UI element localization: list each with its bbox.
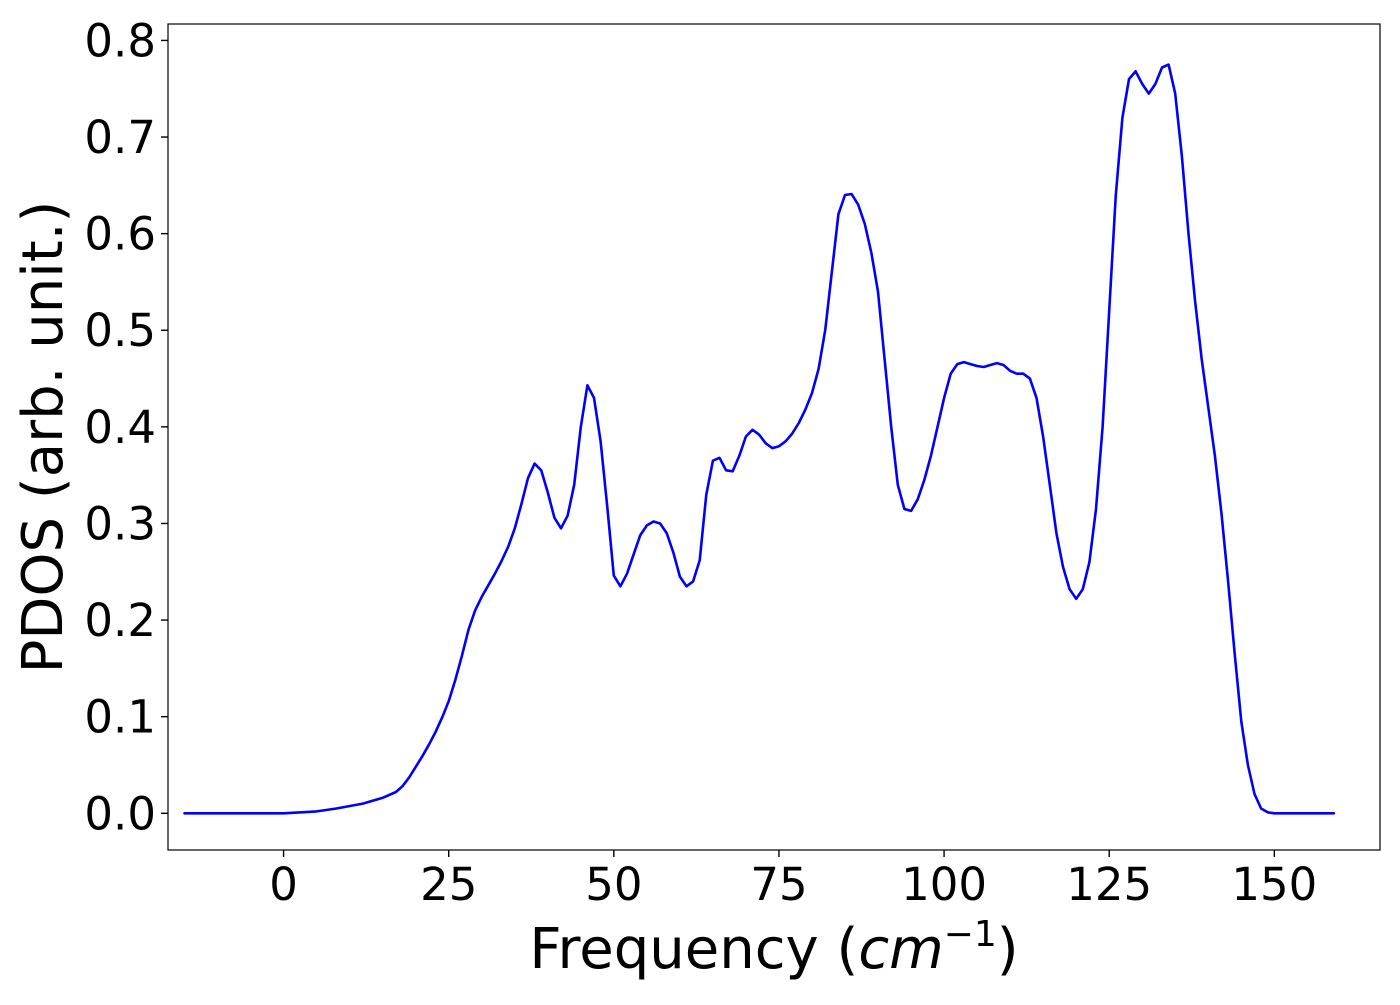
y-axis-label: PDOS (arb. unit.) <box>11 201 76 674</box>
y-tick-label: 0.1 <box>84 691 156 744</box>
plot-frame <box>167 23 1381 851</box>
x-tick-label: 0 <box>269 858 298 911</box>
x-axis-label: Frequency (cm−1) <box>529 914 1018 982</box>
y-tick-label: 0.7 <box>84 111 156 164</box>
y-tick-label: 0.3 <box>84 497 156 550</box>
x-tick-label: 50 <box>585 858 642 911</box>
x-tick-label: 25 <box>420 858 477 911</box>
x-axis-ticks: 0 25 50 75 100 125 150 <box>269 850 1317 911</box>
x-tick-label: 100 <box>901 858 987 911</box>
y-tick-label: 0.4 <box>84 401 156 454</box>
y-axis-ticks: 0.0 0.1 0.2 0.3 0.4 0.5 0.6 0.7 0.8 <box>84 14 168 840</box>
x-tick-label: 150 <box>1231 858 1317 911</box>
series-layer <box>183 63 1336 815</box>
y-tick-label: 0.8 <box>84 14 156 67</box>
x-tick-label: 125 <box>1066 858 1152 911</box>
x-axis-unit-exp: −1 <box>944 914 997 955</box>
y-tick-label: 0.6 <box>84 208 156 261</box>
pdos-series-line <box>183 63 1336 815</box>
y-tick-label: 0.5 <box>84 304 156 357</box>
y-tick-label: 0.2 <box>84 594 156 647</box>
x-axis-unit-base: cm <box>858 917 943 982</box>
x-tick-label: 75 <box>750 858 807 911</box>
y-tick-label: 0.0 <box>84 787 156 840</box>
x-axis-label-text: Frequency <box>529 917 818 982</box>
